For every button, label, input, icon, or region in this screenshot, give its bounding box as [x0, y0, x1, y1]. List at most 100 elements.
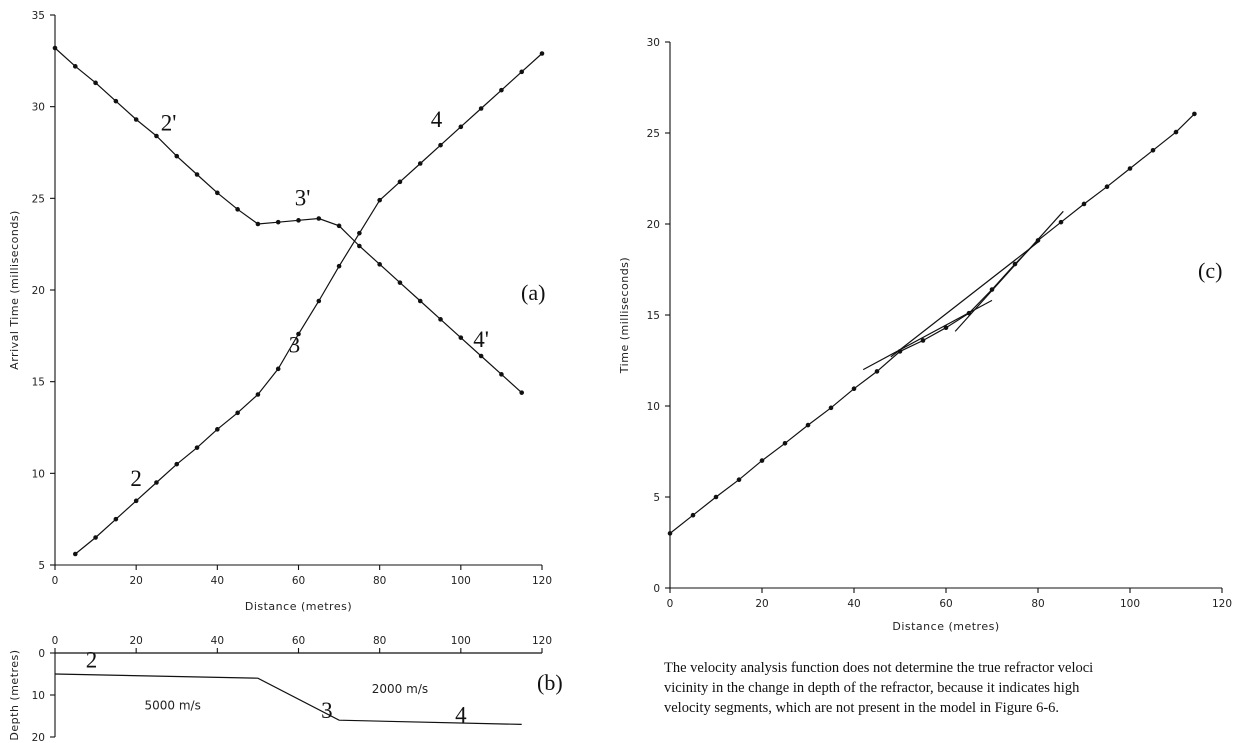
- chart-b-x-tick-label: 0: [52, 635, 59, 647]
- chart-c-series-0-point: [920, 338, 926, 343]
- chart-c-x-tick-label: 120: [1212, 598, 1232, 610]
- chart-a-y-tick-label: 20: [32, 285, 45, 297]
- chart-a-series-0-point: [357, 230, 362, 236]
- chart-b-y-axis-label: Depth (metres): [8, 649, 21, 740]
- chart-a-series-1-point: [499, 372, 504, 377]
- chart-a-series-1-point: [397, 280, 403, 285]
- chart-c-series-0-line: [669, 113, 1195, 534]
- chart-a-series-1-point: [255, 221, 261, 227]
- chart-a-annotation-2: 3: [289, 332, 301, 357]
- chart-c-y-tick-label: 0: [653, 583, 660, 595]
- chart-a-series-1-line: [54, 47, 523, 394]
- chart-c-series-0-point: [736, 477, 742, 483]
- chart-a-series-1-point: [357, 243, 362, 249]
- chart-c-panel-label: (c): [1198, 258, 1222, 283]
- chart-c-y-tick-label: 25: [647, 128, 660, 140]
- chart-c-series-2-line: [954, 210, 1064, 332]
- chart-a-series-0-point: [458, 124, 464, 130]
- chart-c-y-tick-label: 5: [653, 492, 660, 504]
- chart-a-series-0-point: [255, 392, 261, 397]
- chart-a-series-0-point: [72, 551, 78, 557]
- chart-a-x-tick-label: 80: [373, 575, 386, 587]
- chart-a-series-1-point: [194, 172, 200, 177]
- chart-b-annotation-0: 2: [86, 648, 98, 673]
- chart-a-series-1-point: [93, 80, 98, 86]
- chart-a-series-0-point: [194, 445, 200, 450]
- chart-c-series-0-point: [713, 494, 719, 500]
- chart-b-annotation-4: 2000 m/s: [372, 682, 428, 696]
- chart-a-y-tick-label: 15: [32, 377, 45, 389]
- chart-c-series-0-point: [1173, 129, 1179, 135]
- chart-a-series-0-point: [133, 498, 139, 504]
- chart-a-series-0-point: [93, 535, 98, 540]
- chart-a-series-1-point: [113, 98, 119, 104]
- chart-a-series-1-point: [316, 216, 322, 221]
- chart-a-series-1-point: [133, 117, 139, 122]
- chart-b-x-tick-label: 20: [129, 635, 142, 647]
- chart-a-series-0-point: [113, 516, 119, 522]
- chart-c-series-0-point: [805, 422, 811, 428]
- chart-a-series-1-point: [235, 207, 240, 212]
- chart-c-x-tick-label: 80: [1031, 598, 1044, 610]
- chart-c-series-0-point: [828, 405, 834, 411]
- chart-c-y-tick-label: 20: [647, 219, 660, 231]
- chart-a-series-0-point: [316, 298, 322, 304]
- chart-a-y-tick-label: 5: [38, 560, 45, 572]
- chart-b-y-tick-label: 0: [38, 648, 45, 660]
- chart-a-y-tick-label: 35: [32, 10, 45, 22]
- chart-a-x-tick-label: 60: [292, 575, 305, 587]
- chart-a-series-0-point: [296, 331, 301, 337]
- chart-a-series-0-point: [417, 161, 423, 166]
- chart-a-series-1-point: [336, 223, 342, 229]
- chart-a-series-0-point: [499, 87, 504, 93]
- chart-c-series-0-point: [1127, 166, 1133, 171]
- chart-a-arrival-time: 0 20 40 60 80 100 120 5 10 15 20 25 30 35 Distance (me…: [8, 10, 552, 613]
- chart-b-y-tick-label: 10: [32, 690, 45, 702]
- chart-c-series-0-point: [667, 531, 673, 536]
- chart-a-series-1-point: [519, 390, 525, 395]
- chart-a-series-1-point: [72, 64, 78, 69]
- chart-a-series-0-point: [275, 366, 281, 372]
- chart-a-series-1-point: [174, 153, 180, 159]
- chart-c-series-0-point: [1058, 219, 1064, 225]
- chart-c-series-0-point: [874, 369, 880, 374]
- chart-a-annotation-4: 4: [431, 107, 443, 132]
- chart-a-x-tick-label: 40: [211, 575, 224, 587]
- chart-a-series-0-point: [519, 69, 525, 75]
- chart-a-series-1-point: [458, 335, 464, 340]
- chart-a-series-1-point: [438, 317, 443, 322]
- chart-c-x-axis-label: Distance (metres): [892, 620, 999, 633]
- chart-a-series-1-point: [296, 218, 301, 223]
- chart-b-x-tick-label: 40: [211, 635, 224, 647]
- chart-b-x-tick-label: 60: [292, 635, 305, 647]
- chart-a-x-axis-label: Distance (metres): [245, 600, 352, 613]
- chart-b-annotation-1: 3: [321, 698, 333, 723]
- chart-a-series-0-point: [438, 142, 443, 148]
- caption-line-1: The velocity analysis function does not …: [664, 660, 1094, 676]
- chart-a-series-1-point: [154, 133, 159, 139]
- chart-a-series-0-point: [539, 51, 545, 56]
- chart-a-series-0-point: [397, 179, 403, 185]
- chart-c-series-0-point: [943, 325, 949, 331]
- chart-b-x-tick-label: 100: [451, 635, 471, 647]
- chart-a-series-1-point: [417, 298, 423, 304]
- chart-c-series-1-line: [862, 299, 993, 371]
- chart-c-x-tick-label: 100: [1120, 598, 1140, 610]
- chart-a-annotation-0: 2: [130, 466, 142, 491]
- chart-a-y-axis-label: Arrival Time (milliseconds): [8, 210, 21, 370]
- chart-c-y-tick-label: 15: [647, 310, 660, 322]
- chart-b-x-tick-label: 80: [373, 635, 386, 647]
- chart-a-series-0-point: [336, 263, 342, 269]
- chart-c-series-3-line: [890, 241, 1039, 358]
- chart-c-y-axis-label: Time (milliseconds): [618, 257, 631, 374]
- chart-c-series-0-point: [1081, 201, 1087, 207]
- chart-a-x-tick-label: 100: [451, 575, 471, 587]
- chart-a-series-0-point: [235, 410, 240, 416]
- chart-c-y-tick-label: 10: [647, 401, 660, 413]
- chart-a-y-tick-label: 10: [32, 468, 45, 480]
- chart-a-series-0-line: [74, 53, 543, 555]
- figure-caption: The velocity analysis function does not …: [664, 658, 1248, 718]
- chart-c-series-0-point: [690, 512, 696, 518]
- chart-a-series-1-point: [52, 45, 58, 51]
